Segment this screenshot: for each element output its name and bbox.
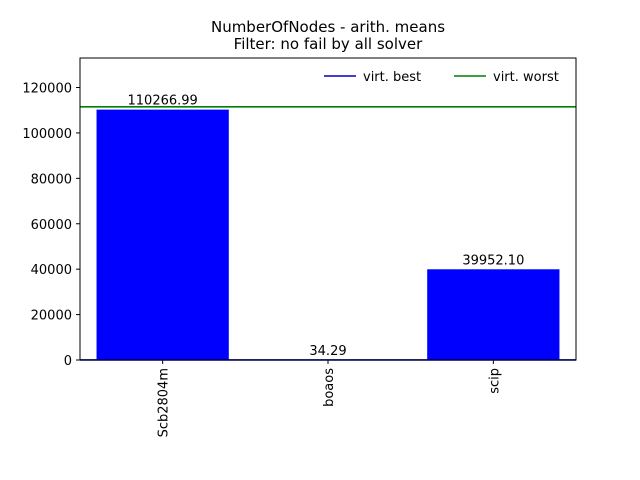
y-tick-label: 20000 [31,309,72,324]
y-tick-label: 80000 [31,172,72,187]
y-tick-label: 100000 [22,127,72,142]
data-label-boaos: 34.29 [309,344,346,359]
chart-subtitle: Filter: no fail by all solver [234,35,423,53]
plot-area: 110266.99 Scb2804m 34.29 boaos 39952.10 scip 0… [22,57,577,437]
x-tick-label-boaos: boaos [322,368,337,407]
data-label-scip: 39952.10 [462,253,524,268]
y-tick-label: 40000 [31,263,72,278]
x-tick-label-scb2804m: Scb2804m [157,368,172,437]
x-tick-label-scip: scip [487,368,502,394]
bar-scb2804m [96,109,229,360]
data-label-scb2804m: 110266.99 [128,94,198,109]
y-tick-label: 120000 [22,82,72,97]
legend-label-virt-worst: virt. worst [493,70,559,85]
y-tick-label: 0 [64,354,72,369]
y-tick-label: 60000 [31,218,72,233]
chart-title: NumberOfNodes - arith. means [211,18,445,36]
bar-scip [427,269,560,360]
legend-label-virt-best: virt. best [363,70,421,85]
axes-frame [79,57,577,361]
